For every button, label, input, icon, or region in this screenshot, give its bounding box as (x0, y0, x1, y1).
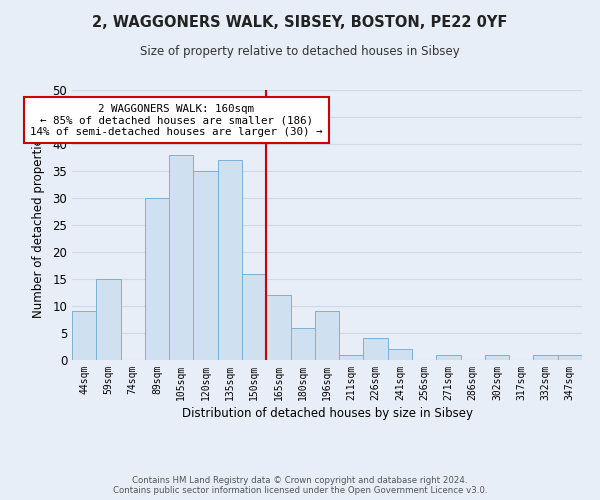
Bar (558, 354, 582, 360)
Bar (169, 155, 193, 360)
Bar (388, 349, 412, 360)
Bar (485, 354, 509, 360)
Bar (72, 312, 96, 360)
Bar (339, 354, 364, 360)
Text: 2 WAGGONERS WALK: 160sqm
← 85% of detached houses are smaller (186)
14% of semi-: 2 WAGGONERS WALK: 160sqm ← 85% of detach… (30, 104, 323, 136)
Y-axis label: Number of detached properties: Number of detached properties (32, 132, 46, 318)
Bar (193, 171, 218, 360)
Bar (290, 328, 315, 360)
X-axis label: Distribution of detached houses by size in Sibsey: Distribution of detached houses by size … (182, 407, 473, 420)
Bar (315, 312, 339, 360)
Text: Contains HM Land Registry data © Crown copyright and database right 2024.
Contai: Contains HM Land Registry data © Crown c… (113, 476, 487, 495)
Bar (266, 295, 290, 360)
Text: Size of property relative to detached houses in Sibsey: Size of property relative to detached ho… (140, 45, 460, 58)
Bar (436, 354, 461, 360)
Text: 2, WAGGONERS WALK, SIBSEY, BOSTON, PE22 0YF: 2, WAGGONERS WALK, SIBSEY, BOSTON, PE22 … (92, 15, 508, 30)
Bar (145, 198, 169, 360)
Bar (218, 160, 242, 360)
Bar (533, 354, 558, 360)
Bar (364, 338, 388, 360)
Bar (242, 274, 266, 360)
Bar (96, 279, 121, 360)
